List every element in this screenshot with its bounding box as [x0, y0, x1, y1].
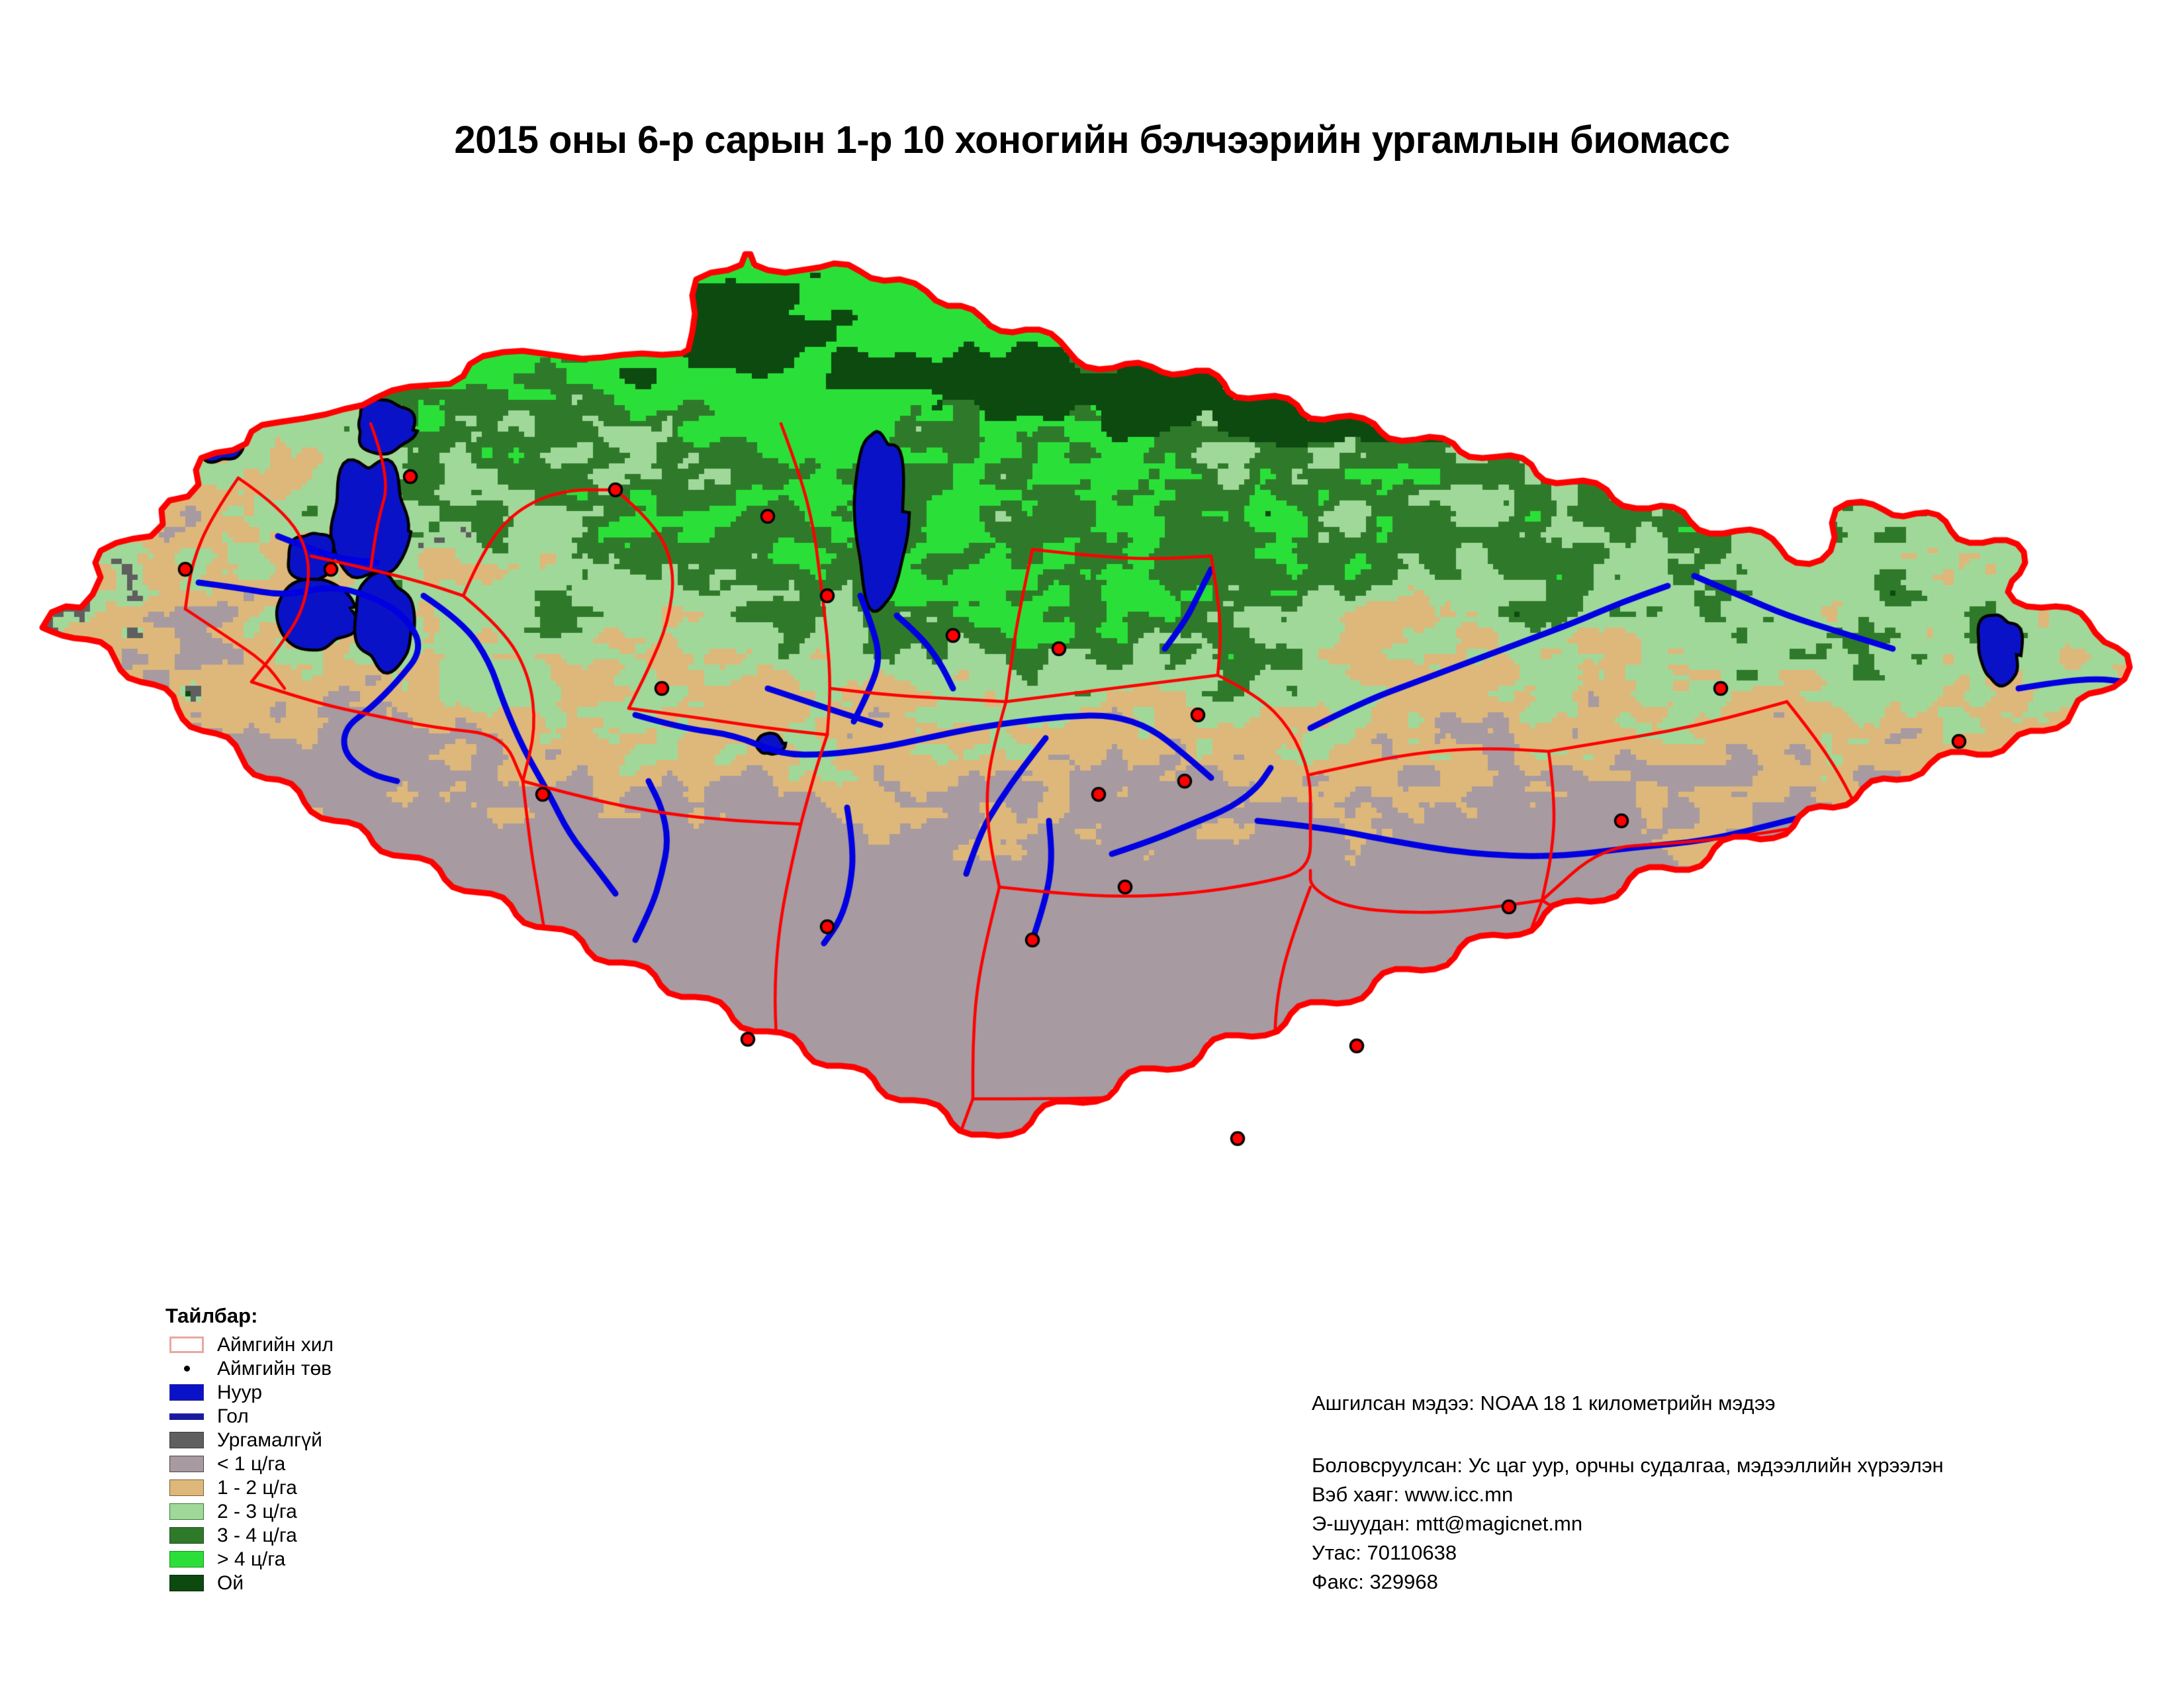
legend-item-2-3: 2 - 3 ц/га [156, 1500, 461, 1523]
legend-item-label: > 4 ц/га [217, 1548, 286, 1570]
legend-item-gt4: > 4 ц/га [156, 1548, 461, 1571]
credits-fax: Факс: 329968 [1312, 1570, 1438, 1593]
legend-item-label: Гол [217, 1405, 249, 1427]
class-1-2-swatch-icon [156, 1479, 217, 1496]
biomass-raster-map[interactable] [0, 225, 2184, 1297]
class-lt1-swatch-icon [156, 1456, 217, 1472]
legend-heading: Тайлбар: [165, 1304, 258, 1327]
credits-source: Ашгилсан мэдээ: NOAA 18 1 километрийн мэ… [1312, 1391, 1776, 1415]
credits-spacer [1312, 1418, 2159, 1451]
legend-item-label: 3 - 4 ц/га [217, 1524, 297, 1546]
page-title: 2015 оны 6-р сарын 1-р 10 хоногийн бэлчэ… [454, 118, 1730, 162]
legend-item-label: Аймгийн төв [217, 1357, 332, 1380]
legend-item-lake: Нуур [156, 1381, 461, 1404]
forest-swatch-icon [156, 1575, 217, 1591]
legend-item-forest: Ой [156, 1571, 461, 1595]
legend-item-river: Гол [156, 1405, 461, 1428]
legend-item-label: Нуур [217, 1381, 263, 1403]
legend-item-1-2: 1 - 2 ц/га [156, 1476, 461, 1499]
credits-email: Э-шуудан: mtt@magicnet.mn [1312, 1512, 1583, 1535]
class-3-4-swatch-icon [156, 1527, 217, 1544]
credits-block: Ашгилсан мэдээ: NOAA 18 1 километрийн мэ… [1312, 1389, 2159, 1597]
legend-panel: Тайлбар: Аймгийн хил Аймгийн төв Нуур Го… [156, 1304, 461, 1595]
legend-item-label: Ургамалгүй [217, 1429, 322, 1451]
legend-item-label: 2 - 3 ц/га [217, 1500, 297, 1523]
legend-item-lt1: < 1 ц/га [156, 1452, 461, 1476]
credits-web: Вэб хаяг: www.icc.mn [1312, 1483, 1514, 1506]
class-2-3-swatch-icon [156, 1503, 217, 1520]
legend-item-label: Ой [217, 1571, 244, 1594]
legend-item-label: Аймгийн хил [217, 1333, 334, 1356]
legend-item-aimag-center: Аймгийн төв [156, 1357, 461, 1380]
lake-swatch-icon [156, 1384, 217, 1401]
polygon-outline-icon [156, 1336, 217, 1353]
legend-item-3-4: 3 - 4 ц/га [156, 1524, 461, 1547]
no-vegetation-swatch-icon [156, 1432, 217, 1448]
class-gt4-swatch-icon [156, 1551, 217, 1568]
credits-producer: Боловсруулсан: Ус цаг уур, орчны судалга… [1312, 1454, 1944, 1477]
credits-phone: Утас: 70110638 [1312, 1541, 1457, 1564]
legend-item-no-vegetation: Ургамалгүй [156, 1429, 461, 1452]
river-line-icon [156, 1408, 217, 1425]
legend-item-aimag-border: Аймгийн хил [156, 1333, 461, 1356]
legend-item-label: < 1 ц/га [217, 1452, 286, 1475]
legend-item-label: 1 - 2 ц/га [217, 1476, 297, 1499]
map-area[interactable] [0, 225, 2184, 1297]
point-dot-icon [156, 1360, 217, 1377]
